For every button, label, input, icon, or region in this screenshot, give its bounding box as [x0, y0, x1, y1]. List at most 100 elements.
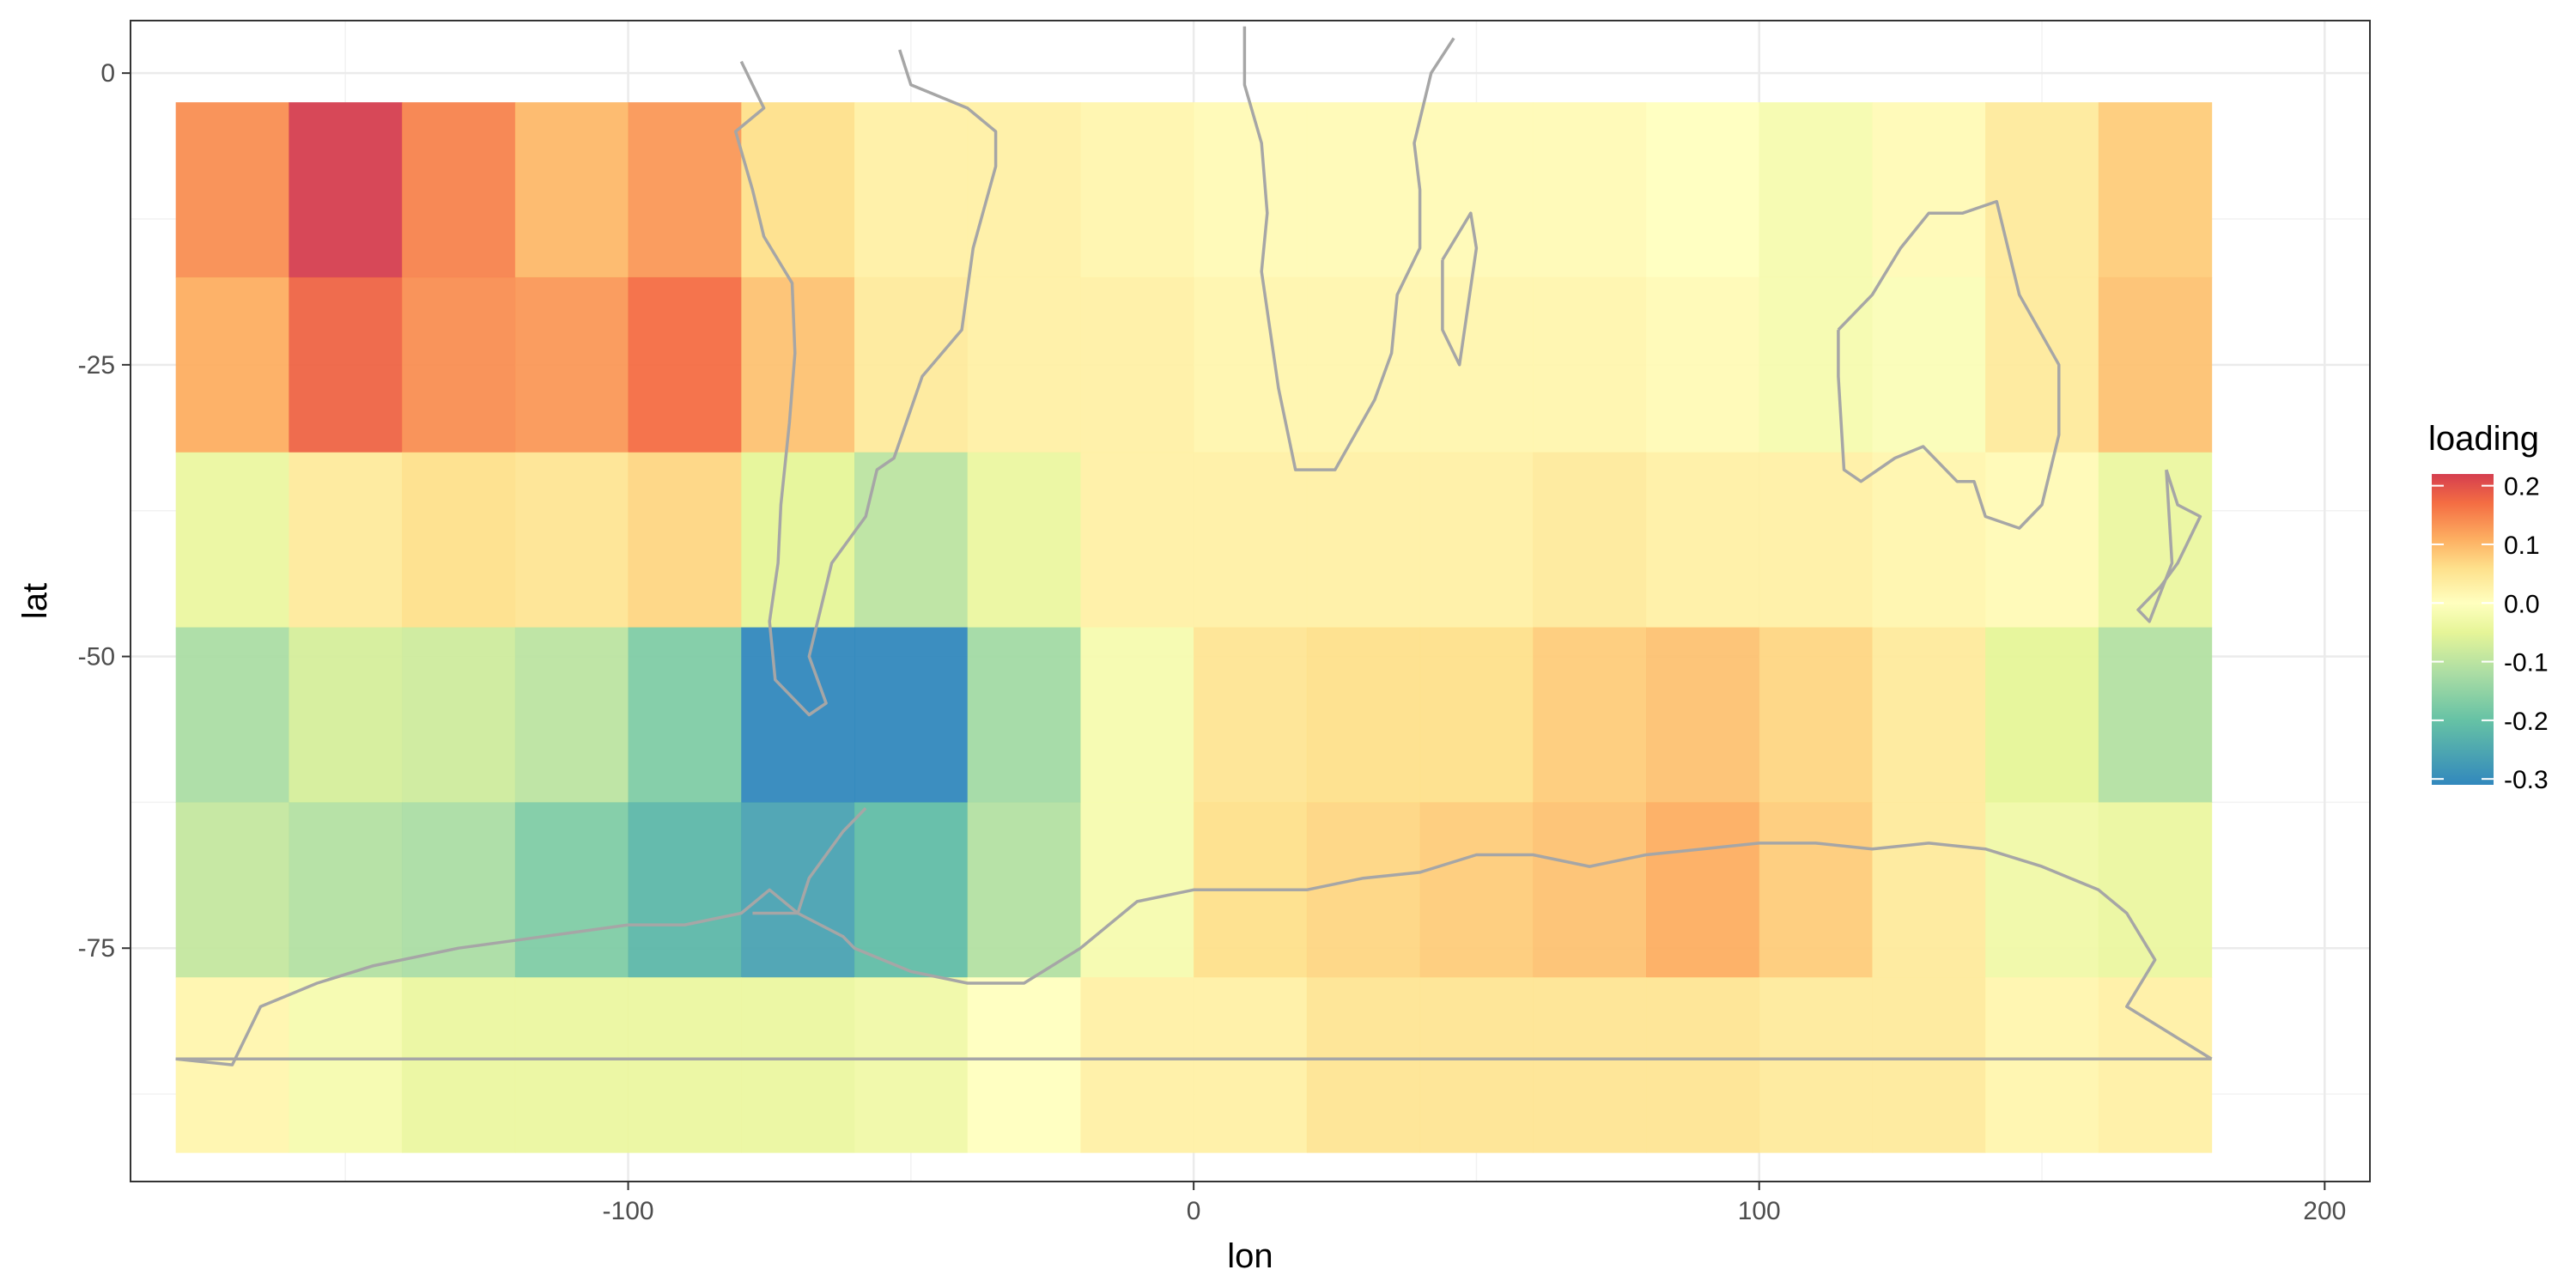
heatmap-cell [741, 802, 855, 978]
heatmap-cell [514, 276, 629, 453]
legend: loading 0.2 0.1 0.0 -0.1 -0.2 -0.3 [2428, 420, 2549, 794]
heatmap-cell [1646, 102, 1760, 278]
x-tick-label: 0 [1187, 1197, 1201, 1225]
heatmap-cell [967, 977, 1082, 1153]
heatmap-cell [289, 627, 403, 803]
heatmap-cell [1872, 102, 1986, 278]
heatmap-cell [628, 102, 742, 278]
heatmap-cell [1646, 452, 1760, 629]
heatmap-cell [514, 102, 629, 278]
heatmap-cell [402, 627, 516, 803]
heatmap-cell [514, 802, 629, 978]
heatmap-cell [1872, 452, 1986, 629]
y-tick-label: 0 [100, 59, 115, 88]
x-axis-title: lon [1227, 1237, 1273, 1275]
heatmap-cell [628, 276, 742, 453]
legend-tick-label: 0.1 [2504, 532, 2540, 560]
heatmap-cell [967, 102, 1082, 278]
heatmap-cell [175, 276, 290, 453]
legend-colorbar [2432, 474, 2494, 785]
heatmap-cell [2098, 102, 2213, 278]
heatmap-cell [1985, 802, 2099, 978]
heatmap-cell [289, 802, 403, 978]
heatmap-cell [1533, 452, 1647, 629]
coastlines [175, 26, 2213, 1066]
heatmap-cell [1419, 627, 1534, 803]
heatmap-cell [1759, 452, 1874, 629]
heatmap-cell [1306, 452, 1421, 629]
heatmap-cell [2098, 802, 2213, 978]
legend-tick-label: -0.2 [2504, 708, 2549, 736]
coastline-antarctica [175, 841, 2213, 1066]
heatmap-cell [854, 276, 969, 453]
heatmap-cell [1080, 102, 1194, 278]
coastline-madagascar [1441, 211, 1479, 367]
heatmap-cell [628, 977, 742, 1153]
heatmap-cell [1194, 452, 1308, 629]
heatmap-cell [175, 102, 290, 278]
heatmap-cell [1985, 977, 2099, 1153]
heatmap-cell [1872, 977, 1986, 1153]
heatmap-cell [967, 627, 1082, 803]
heatmap-cell [1985, 102, 2099, 278]
heatmap-cell [967, 276, 1082, 453]
x-tick-label: 100 [1738, 1197, 1781, 1225]
heatmap-cell [1306, 102, 1421, 278]
coastline-australia [1837, 199, 2061, 530]
heatmap-cell [1985, 276, 2099, 453]
heatmap-cell [1306, 802, 1421, 978]
heatmap-cell [1306, 977, 1421, 1153]
heatmap-cell [854, 802, 969, 978]
heatmap-cell [854, 977, 969, 1153]
heatmap-cell [1419, 276, 1534, 453]
heatmap-cell [1759, 627, 1874, 803]
heatmap-cell [2098, 977, 2213, 1153]
heatmap-cell [1080, 977, 1194, 1153]
heatmap-cell [1872, 276, 1986, 453]
heatmap-cell [289, 452, 403, 629]
heatmap-cell [854, 627, 969, 803]
coastline-new-zealand [2136, 469, 2202, 623]
heatmap-cell [1759, 276, 1874, 453]
legend-tick-label: 0.2 [2504, 473, 2540, 501]
heatmap-cell [402, 802, 516, 978]
heatmap-cell [1194, 276, 1308, 453]
heatmap-cell [1194, 102, 1308, 278]
legend-title: loading [2428, 420, 2539, 458]
heatmap-cell [1646, 802, 1760, 978]
legend-tick-label: -0.3 [2504, 766, 2549, 794]
heatmap-cell [628, 452, 742, 629]
heatmap-cell [1080, 802, 1194, 978]
heatmap-cell [741, 977, 855, 1153]
heatmap-cell [1872, 627, 1986, 803]
heatmap-cell [175, 452, 290, 629]
heatmap-cell [1646, 276, 1760, 453]
coastline-south-america [733, 49, 998, 717]
heatmap-cell [1194, 627, 1308, 803]
y-axis-title: lat [16, 583, 54, 619]
heatmap-cell [175, 802, 290, 978]
heatmap-cell [289, 102, 403, 278]
heatmap-cell [2098, 452, 2213, 629]
y-tick-label: -25 [78, 351, 115, 380]
heatmap-cell [1533, 276, 1647, 453]
legend-ticks: 0.2 0.1 0.0 -0.1 -0.2 -0.3 [2432, 473, 2549, 794]
heatmap-cell [2098, 627, 2213, 803]
heatmap-cells [175, 102, 2213, 1153]
heatmap-cell [1080, 627, 1194, 803]
x-tick-label: 200 [2303, 1197, 2346, 1225]
heatmap-cell [1985, 452, 2099, 629]
legend-tick-label: 0.0 [2504, 590, 2540, 618]
heatmap-cell [402, 276, 516, 453]
heatmap-cell [1646, 977, 1760, 1153]
heatmap-cell [1533, 802, 1647, 978]
heatmap-cell [854, 452, 969, 629]
heatmap-cell [514, 452, 629, 629]
heatmap-cell [289, 276, 403, 453]
heatmap-cell [1872, 802, 1986, 978]
heatmap-cell [514, 977, 629, 1153]
heatmap-cell [1759, 102, 1874, 278]
heatmap-cell [1419, 452, 1534, 629]
heatmap-cell [967, 802, 1082, 978]
